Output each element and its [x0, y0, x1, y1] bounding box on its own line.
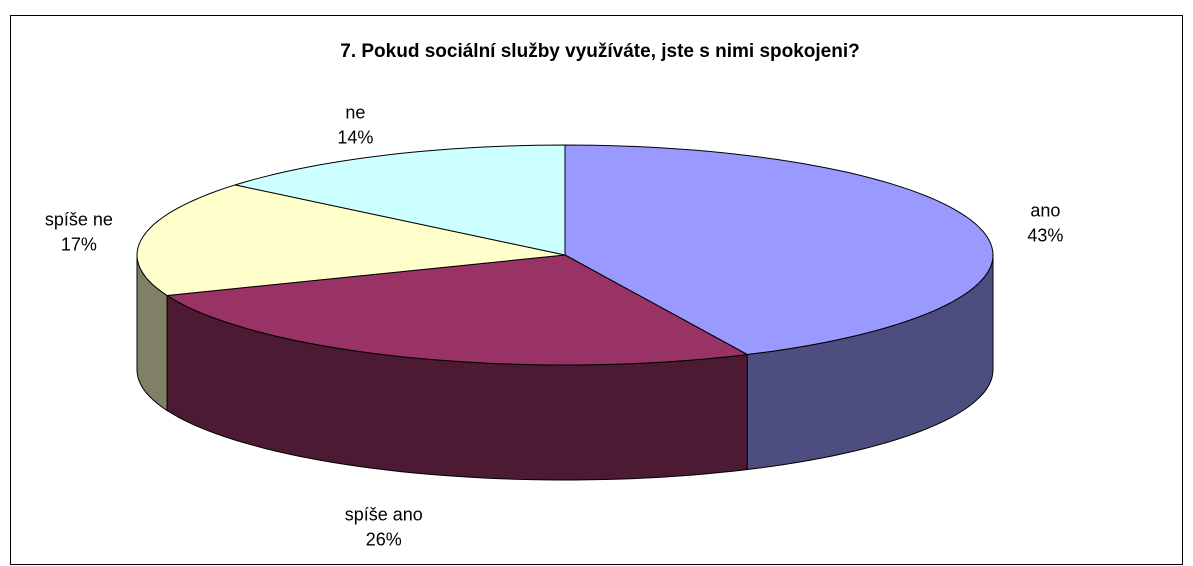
data-label-name: ne: [345, 102, 365, 122]
data-label-name: spíše ano: [345, 505, 423, 525]
chart-title: 7. Pokud sociální služby využíváte, jste…: [340, 41, 860, 62]
pie-slice: [165, 254, 749, 366]
data-label-value: 43%: [1027, 226, 1063, 246]
pie-slice: [136, 184, 566, 297]
data-label-value: 14%: [337, 127, 373, 147]
data-label-value: 17%: [61, 234, 97, 254]
data-label-value: 26%: [366, 530, 402, 550]
pie-slice: [235, 144, 566, 256]
data-label-name: spíše ne: [45, 209, 113, 229]
data-label-name: ano: [1030, 201, 1060, 221]
pie-slice: [564, 144, 994, 356]
